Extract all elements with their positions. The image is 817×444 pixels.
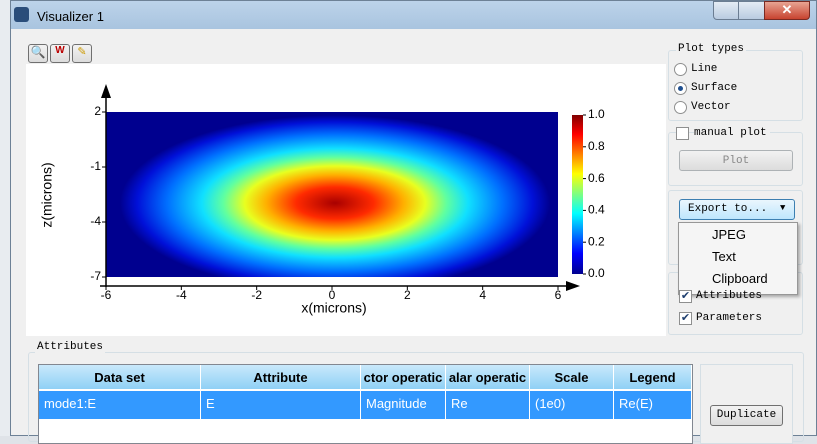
- export-button-label: Export to...: [688, 203, 768, 215]
- attributes-title: Attributes: [35, 341, 106, 353]
- colorbar-tick-label: 0.4: [588, 203, 605, 217]
- table-header: Data set Attribute ctor operatic alar opera…: [39, 365, 692, 389]
- table-cell: E: [201, 391, 361, 419]
- column-header[interactable]: Attribute: [201, 365, 361, 389]
- radio-dot: [678, 86, 683, 91]
- colorbar: [572, 115, 583, 274]
- x-tick-label: -2: [251, 288, 262, 302]
- table-cell: Magnitude: [361, 391, 446, 419]
- column-header[interactable]: alar operatic: [446, 365, 530, 389]
- table-row[interactable]: mode1:E E Magnitude Re (1e0) Re(E): [39, 391, 692, 419]
- y-tick-label: 2: [94, 104, 101, 118]
- x-tick-label: 4: [479, 288, 486, 302]
- column-header[interactable]: ctor operatic: [361, 365, 446, 389]
- manual-plot-checkbox[interactable]: [676, 127, 689, 140]
- colorbar-tick-label: 0.6: [588, 171, 605, 185]
- duplicate-button[interactable]: Duplicate: [710, 405, 783, 426]
- column-header[interactable]: Scale: [530, 365, 614, 389]
- radio-label: Surface: [691, 82, 738, 94]
- table-cell: Re: [446, 391, 530, 419]
- table-cell: (1e0): [530, 391, 614, 419]
- checkbox-label: Parameters: [696, 312, 763, 324]
- maximize-button[interactable]: [738, 1, 765, 20]
- radio-button[interactable]: [674, 82, 687, 95]
- zoom-tool[interactable]: 🔍: [28, 44, 48, 63]
- column-header[interactable]: Legend: [614, 365, 692, 389]
- minimize-button[interactable]: [713, 1, 739, 20]
- pen-tool[interactable]: ✎: [72, 44, 92, 63]
- radio-label: Line: [691, 63, 718, 75]
- export-menu: JPEG Text Clipboard: [678, 222, 798, 295]
- x-tick-label: 2: [404, 288, 411, 302]
- checkbox[interactable]: ✔: [679, 312, 692, 325]
- table-side-panel: [700, 364, 793, 444]
- x-axis-arrow: [566, 281, 580, 291]
- y-axis-arrow: [101, 84, 111, 98]
- menu-item[interactable]: Clipboard: [712, 271, 768, 286]
- y-tick-label: -1: [90, 159, 101, 173]
- x-tick-label: 6: [555, 288, 562, 302]
- checkbox-label: Attributes: [696, 290, 763, 302]
- plot-types-title: Plot types: [676, 43, 747, 55]
- y-tick-label: -7: [90, 269, 101, 283]
- radio-button[interactable]: [674, 101, 687, 114]
- x-tick-label: -6: [101, 288, 112, 302]
- checkbox[interactable]: ✔: [679, 290, 692, 303]
- export-button[interactable]: Export to... ▼: [679, 199, 795, 220]
- radio-label: Vector: [691, 101, 731, 113]
- window-title: Visualizer 1: [37, 9, 104, 24]
- table-cell: mode1:E: [39, 391, 201, 419]
- window-icon: [14, 7, 29, 22]
- attributes-table: Data set Attribute ctor operatic alar opera…: [38, 364, 693, 444]
- x-tick-label: 0: [329, 288, 336, 302]
- plot-button[interactable]: Plot: [679, 150, 793, 171]
- colorbar-tick-label: 1.0: [588, 107, 605, 121]
- y-axis-label: z(microns): [39, 162, 55, 227]
- colorbar-tick-label: 0.2: [588, 234, 605, 248]
- radio-button[interactable]: [674, 63, 687, 76]
- manual-plot-label: manual plot: [694, 127, 770, 139]
- x-axis-label: x(microns): [301, 300, 366, 316]
- dropdown-arrow: ▼: [780, 203, 786, 213]
- column-header[interactable]: Data set: [39, 365, 201, 389]
- w-tool[interactable]: W: [50, 44, 70, 63]
- menu-item[interactable]: JPEG: [712, 227, 746, 242]
- colorbar-tick-label: 0.8: [588, 139, 605, 153]
- y-tick-label: -4: [90, 214, 101, 228]
- menu-item[interactable]: Text: [712, 249, 736, 264]
- table-cell: Re(E): [614, 391, 692, 419]
- x-tick-label: -4: [176, 288, 187, 302]
- colorbar-tick-label: 0.0: [588, 266, 605, 280]
- surface-field: [120, 115, 550, 277]
- close-button[interactable]: ✕: [764, 1, 810, 20]
- plot: x(microns) z(microns) -6 -4 -2 0 2 4 6 2 -1 -4 -7 1…: [26, 64, 666, 336]
